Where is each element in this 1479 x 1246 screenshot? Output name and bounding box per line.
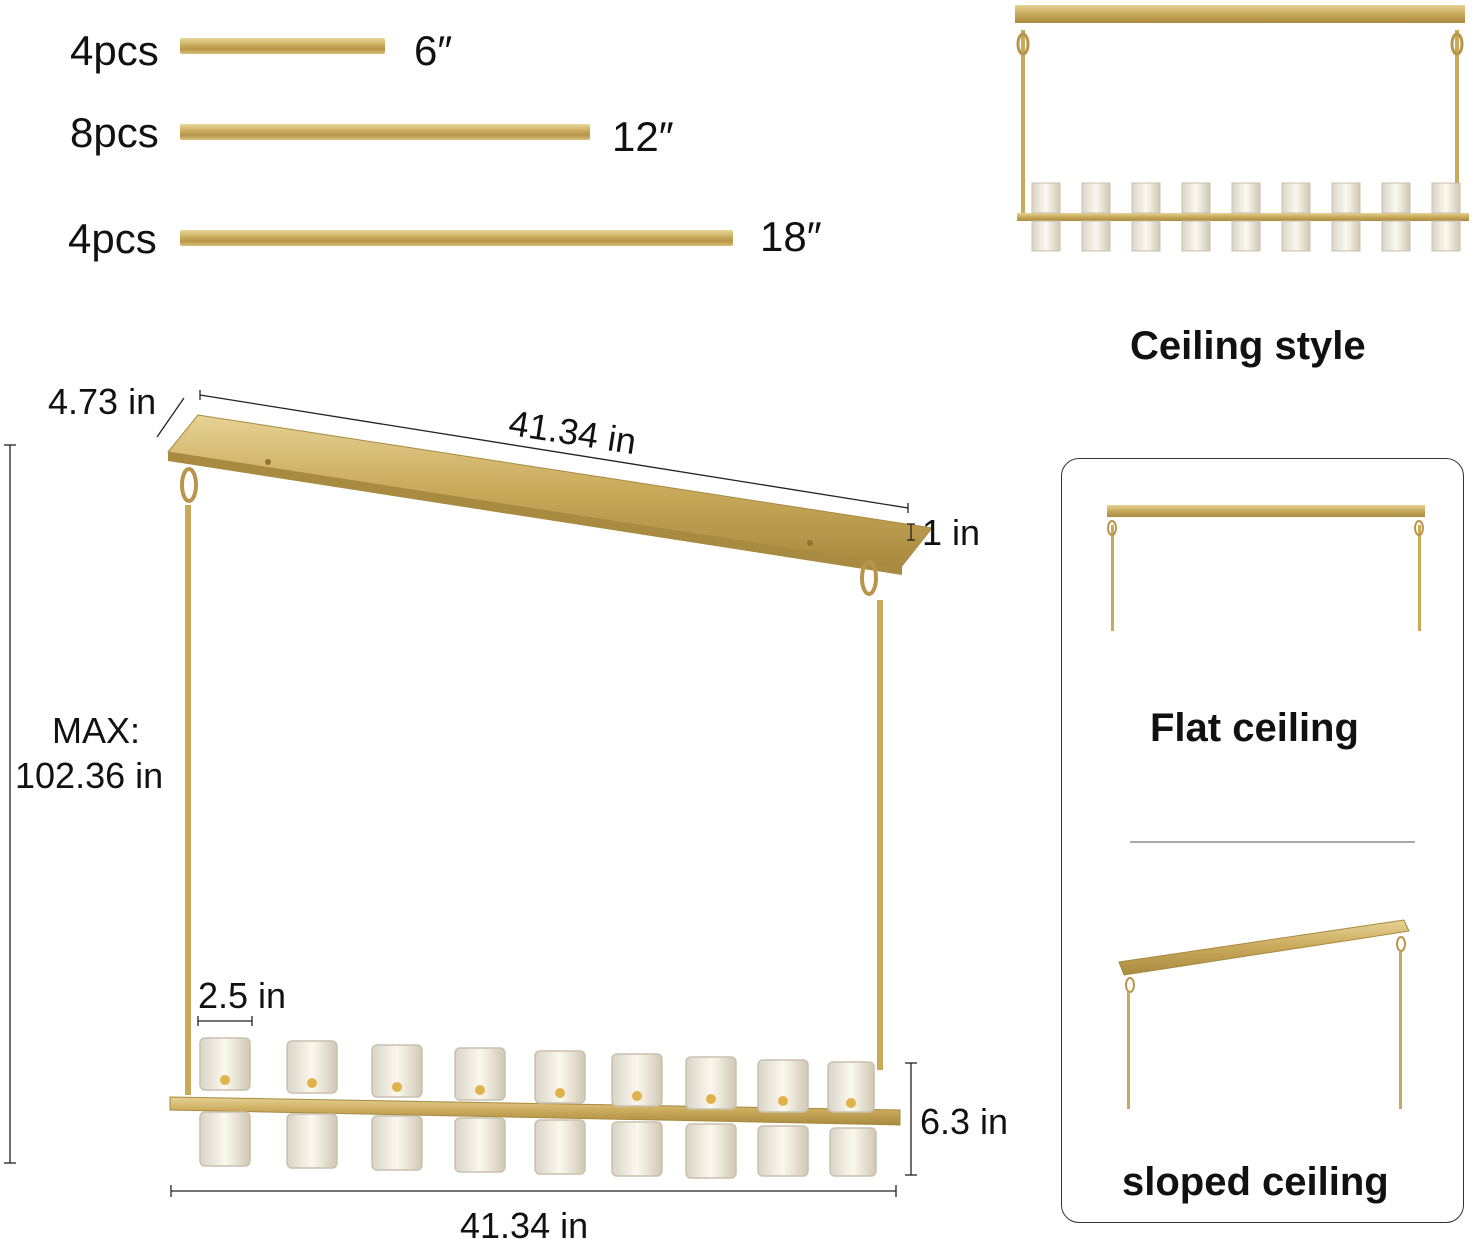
rod-12in [180, 124, 590, 140]
flat-ceiling-title: Flat ceiling [1150, 706, 1359, 750]
plate-height-label: 1 in [922, 512, 981, 553]
bottom-length-label: 41.34 in [460, 1205, 589, 1246]
main-chandelier [167, 414, 933, 1179]
mounting-options-panel [1061, 458, 1464, 1223]
max-height-value: 102.36 in [15, 755, 164, 796]
bar-height-label: 6.3 in [920, 1101, 1009, 1142]
dimension-lines [4, 390, 917, 1197]
ceiling-style-thumbnail [1015, 5, 1469, 252]
rod-qty-12: 8pcs [70, 109, 159, 156]
rod-length-6: 6″ [414, 27, 453, 74]
flat-ceiling-thumbnail [1107, 505, 1425, 631]
ceiling-style-title: Ceiling style [1130, 324, 1366, 368]
rod-18in [180, 230, 733, 246]
sloped-ceiling-title: sloped ceiling [1122, 1160, 1389, 1204]
max-height-label: MAX: [52, 710, 141, 751]
rod-qty-6: 4pcs [70, 27, 159, 74]
shade-width-label: 2.5 in [198, 975, 287, 1016]
sloped-ceiling-thumbnail [1118, 919, 1410, 1109]
rod-length-12: 12″ [612, 113, 674, 160]
rod-length-18: 18″ [760, 213, 822, 260]
rod-qty-18: 4pcs [68, 215, 157, 262]
rod-6in [180, 38, 385, 54]
depth-label: 4.73 in [48, 381, 157, 422]
